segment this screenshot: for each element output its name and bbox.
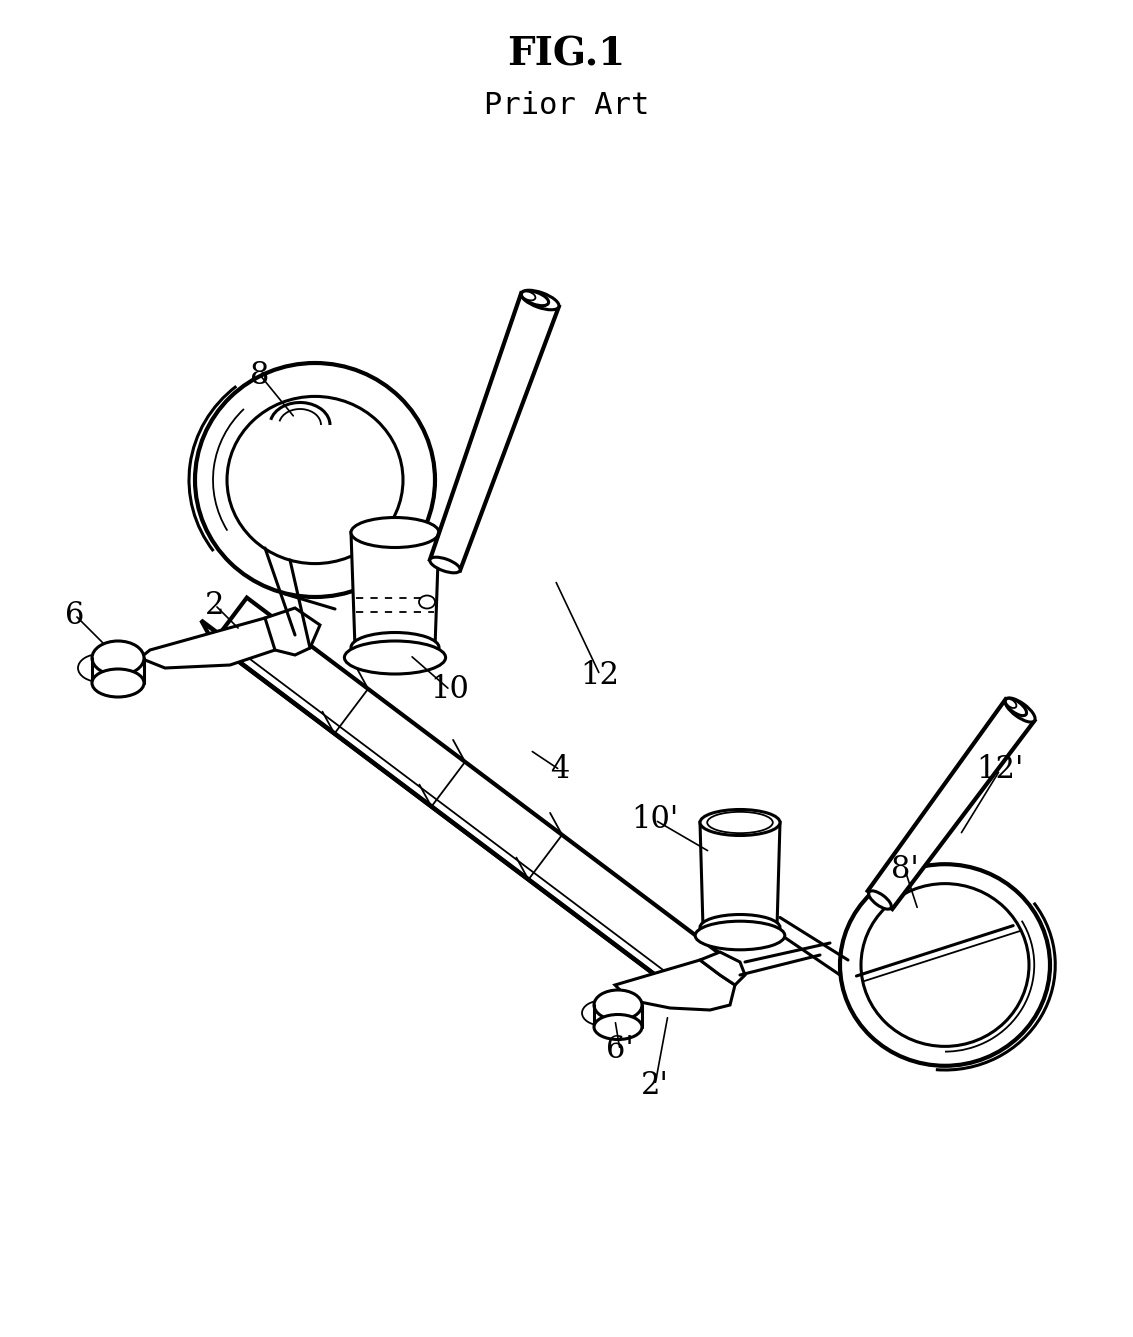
Ellipse shape	[351, 632, 438, 663]
Ellipse shape	[1005, 698, 1026, 715]
Ellipse shape	[861, 884, 1029, 1047]
Ellipse shape	[840, 864, 1050, 1066]
Ellipse shape	[1005, 698, 1036, 722]
Text: 12: 12	[580, 659, 620, 690]
Text: 8': 8'	[892, 854, 919, 885]
Text: 10: 10	[431, 674, 469, 706]
Ellipse shape	[522, 291, 536, 301]
Text: 6': 6'	[606, 1035, 633, 1066]
Text: FIG.1: FIG.1	[508, 36, 625, 74]
Ellipse shape	[696, 921, 785, 949]
Polygon shape	[265, 608, 320, 655]
Text: 4: 4	[551, 754, 570, 786]
Ellipse shape	[92, 668, 144, 697]
Polygon shape	[429, 293, 559, 571]
Ellipse shape	[195, 364, 435, 598]
Polygon shape	[615, 960, 735, 1009]
Polygon shape	[213, 598, 732, 1007]
Ellipse shape	[351, 517, 438, 547]
Polygon shape	[868, 699, 1034, 909]
Polygon shape	[202, 620, 698, 1007]
Text: 2': 2'	[641, 1070, 668, 1100]
Text: Prior Art: Prior Art	[484, 91, 649, 119]
Polygon shape	[140, 618, 295, 668]
Ellipse shape	[227, 396, 403, 564]
Ellipse shape	[92, 640, 144, 675]
Ellipse shape	[344, 640, 445, 674]
Text: 10': 10'	[631, 805, 679, 836]
Ellipse shape	[700, 915, 780, 940]
Ellipse shape	[869, 890, 892, 909]
Text: 2: 2	[205, 590, 224, 620]
Ellipse shape	[594, 989, 642, 1020]
Ellipse shape	[1006, 699, 1016, 709]
Polygon shape	[700, 952, 746, 985]
Ellipse shape	[700, 809, 780, 836]
Text: 12': 12'	[977, 754, 1024, 786]
Text: 6: 6	[66, 599, 85, 631]
Ellipse shape	[429, 558, 460, 572]
Ellipse shape	[419, 595, 435, 608]
Ellipse shape	[707, 812, 773, 833]
Ellipse shape	[521, 290, 559, 310]
Ellipse shape	[522, 291, 548, 306]
Polygon shape	[351, 532, 438, 647]
Ellipse shape	[78, 654, 122, 682]
Ellipse shape	[594, 1015, 642, 1039]
Text: 8: 8	[250, 360, 270, 390]
Ellipse shape	[582, 1000, 622, 1025]
Polygon shape	[700, 822, 780, 928]
